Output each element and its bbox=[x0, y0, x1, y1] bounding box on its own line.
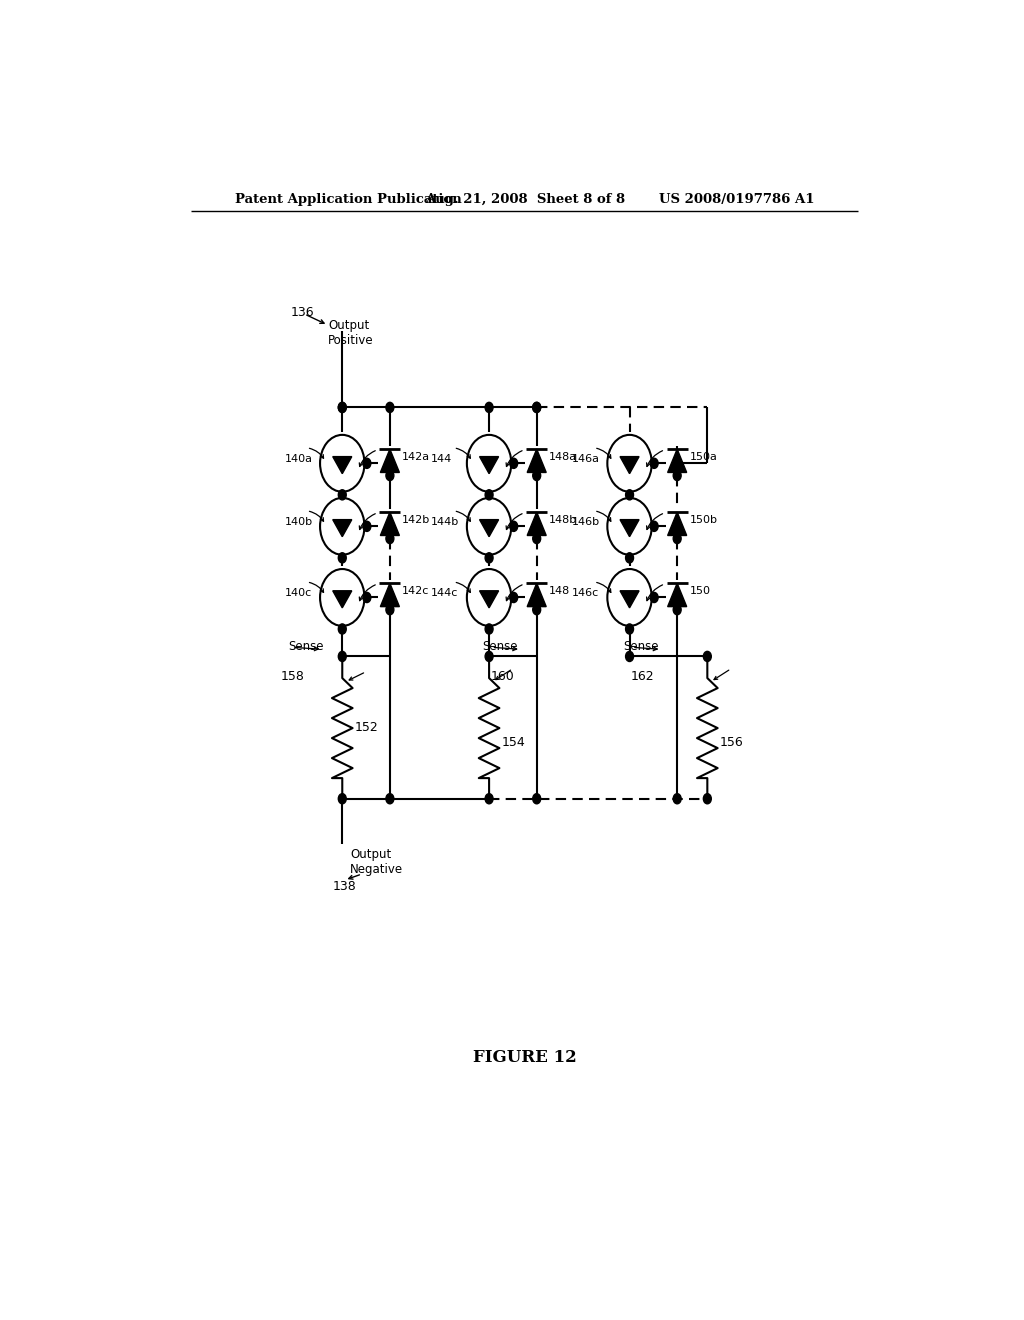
Text: 146a: 146a bbox=[571, 454, 600, 465]
Text: Output
Positive: Output Positive bbox=[328, 319, 374, 347]
Circle shape bbox=[650, 458, 658, 469]
Polygon shape bbox=[527, 512, 546, 536]
Text: 158: 158 bbox=[281, 671, 304, 684]
Circle shape bbox=[650, 521, 658, 532]
Circle shape bbox=[532, 470, 541, 480]
Circle shape bbox=[532, 793, 541, 804]
Text: US 2008/0197786 A1: US 2008/0197786 A1 bbox=[659, 193, 814, 206]
Polygon shape bbox=[380, 449, 399, 473]
Text: 150: 150 bbox=[689, 586, 711, 597]
Text: 142b: 142b bbox=[402, 515, 430, 525]
Circle shape bbox=[485, 793, 494, 804]
Polygon shape bbox=[479, 591, 499, 607]
Circle shape bbox=[338, 403, 346, 413]
Polygon shape bbox=[333, 591, 352, 607]
Circle shape bbox=[626, 490, 634, 500]
Circle shape bbox=[626, 651, 634, 661]
Circle shape bbox=[386, 403, 394, 413]
Text: 142a: 142a bbox=[402, 453, 430, 462]
Circle shape bbox=[386, 470, 394, 480]
Text: FIGURE 12: FIGURE 12 bbox=[473, 1049, 577, 1067]
Circle shape bbox=[338, 651, 346, 661]
Text: 144b: 144b bbox=[431, 517, 460, 527]
Polygon shape bbox=[527, 449, 546, 473]
Circle shape bbox=[362, 521, 371, 532]
Text: Patent Application Publication: Patent Application Publication bbox=[236, 193, 462, 206]
Circle shape bbox=[338, 553, 346, 562]
Text: 152: 152 bbox=[355, 721, 379, 734]
Text: 140a: 140a bbox=[285, 454, 312, 465]
Text: 156: 156 bbox=[720, 737, 743, 750]
Circle shape bbox=[673, 605, 681, 615]
Polygon shape bbox=[668, 583, 687, 607]
Text: 146b: 146b bbox=[571, 517, 600, 527]
Circle shape bbox=[362, 458, 371, 469]
Circle shape bbox=[338, 793, 346, 804]
Circle shape bbox=[338, 490, 346, 500]
Circle shape bbox=[362, 593, 371, 602]
Polygon shape bbox=[620, 520, 639, 537]
Circle shape bbox=[338, 403, 346, 413]
Circle shape bbox=[532, 403, 541, 413]
Circle shape bbox=[386, 793, 394, 804]
Text: 160: 160 bbox=[490, 671, 514, 684]
Circle shape bbox=[510, 458, 518, 469]
Text: 148a: 148a bbox=[549, 453, 578, 462]
Circle shape bbox=[485, 553, 494, 562]
Circle shape bbox=[532, 403, 541, 413]
Polygon shape bbox=[479, 520, 499, 537]
Circle shape bbox=[386, 605, 394, 615]
Polygon shape bbox=[620, 591, 639, 607]
Text: Sense: Sense bbox=[289, 640, 324, 653]
Polygon shape bbox=[380, 583, 399, 607]
Text: 146c: 146c bbox=[571, 589, 599, 598]
Text: 142c: 142c bbox=[402, 586, 430, 597]
Text: 138: 138 bbox=[333, 879, 356, 892]
Polygon shape bbox=[380, 512, 399, 536]
Circle shape bbox=[703, 651, 712, 661]
Text: 148: 148 bbox=[549, 586, 570, 597]
Polygon shape bbox=[333, 520, 352, 537]
Text: Sense: Sense bbox=[624, 640, 658, 653]
Circle shape bbox=[386, 533, 394, 544]
Text: Sense: Sense bbox=[482, 640, 518, 653]
Polygon shape bbox=[527, 583, 546, 607]
Circle shape bbox=[485, 651, 494, 661]
Circle shape bbox=[532, 533, 541, 544]
Polygon shape bbox=[620, 457, 639, 474]
Polygon shape bbox=[668, 449, 687, 473]
Circle shape bbox=[650, 593, 658, 602]
Circle shape bbox=[673, 793, 681, 804]
Polygon shape bbox=[333, 457, 352, 474]
Text: 140b: 140b bbox=[285, 517, 312, 527]
Circle shape bbox=[338, 624, 346, 634]
Circle shape bbox=[510, 593, 518, 602]
Circle shape bbox=[532, 605, 541, 615]
Text: 144c: 144c bbox=[431, 589, 459, 598]
Polygon shape bbox=[668, 512, 687, 536]
Text: 162: 162 bbox=[631, 671, 654, 684]
Text: 150a: 150a bbox=[689, 453, 718, 462]
Circle shape bbox=[485, 490, 494, 500]
Circle shape bbox=[673, 470, 681, 480]
Polygon shape bbox=[479, 457, 499, 474]
Text: 150b: 150b bbox=[689, 515, 718, 525]
Text: 140c: 140c bbox=[285, 589, 311, 598]
Circle shape bbox=[673, 533, 681, 544]
Circle shape bbox=[703, 793, 712, 804]
Text: 136: 136 bbox=[291, 306, 314, 319]
Text: Aug. 21, 2008  Sheet 8 of 8: Aug. 21, 2008 Sheet 8 of 8 bbox=[425, 193, 625, 206]
Text: 144: 144 bbox=[431, 454, 453, 465]
Circle shape bbox=[626, 553, 634, 562]
Text: 154: 154 bbox=[502, 737, 525, 750]
Circle shape bbox=[485, 624, 494, 634]
Text: Output
Negative: Output Negative bbox=[350, 847, 403, 875]
Circle shape bbox=[626, 624, 634, 634]
Circle shape bbox=[510, 521, 518, 532]
Text: 148b: 148b bbox=[549, 515, 578, 525]
Circle shape bbox=[485, 403, 494, 413]
